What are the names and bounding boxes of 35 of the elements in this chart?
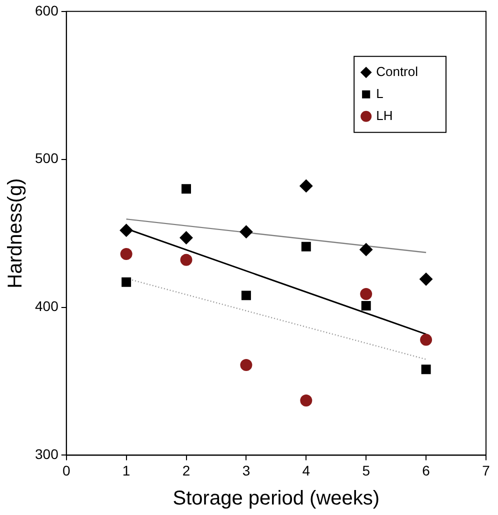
y-tick-label: 600 <box>35 2 59 18</box>
legend-label: L <box>376 86 384 101</box>
x-tick-label: 2 <box>182 462 190 478</box>
legend-label: LH <box>376 108 393 123</box>
x-tick-label: 3 <box>242 462 250 478</box>
point <box>360 288 372 300</box>
x-tick-label: 6 <box>422 462 430 478</box>
point <box>360 243 373 256</box>
point <box>361 301 371 311</box>
point <box>180 231 193 244</box>
point <box>420 334 432 346</box>
point <box>420 272 433 286</box>
point <box>240 225 253 238</box>
legend-label: Control <box>376 64 418 79</box>
point <box>120 248 132 260</box>
point <box>300 179 313 192</box>
x-tick-label: 1 <box>122 462 130 478</box>
x-tick-label: 0 <box>62 462 70 478</box>
point <box>421 364 431 374</box>
x-tick-label: 5 <box>362 462 370 478</box>
x-tick-label: 7 <box>482 462 490 478</box>
point <box>241 290 251 300</box>
point <box>240 358 252 371</box>
y-tick-label: 300 <box>35 446 59 462</box>
point <box>180 254 192 266</box>
point <box>120 224 133 237</box>
x-tick-label: 4 <box>302 462 310 478</box>
y-tick-label: 400 <box>35 298 59 314</box>
point <box>300 394 312 406</box>
y-axis-title: Hardness(g) <box>4 178 27 288</box>
point <box>301 242 311 252</box>
point <box>182 184 191 194</box>
x-axis-title: Storage period (weeks) <box>172 488 380 510</box>
y-tick-label: 500 <box>35 150 59 166</box>
point <box>122 277 132 287</box>
